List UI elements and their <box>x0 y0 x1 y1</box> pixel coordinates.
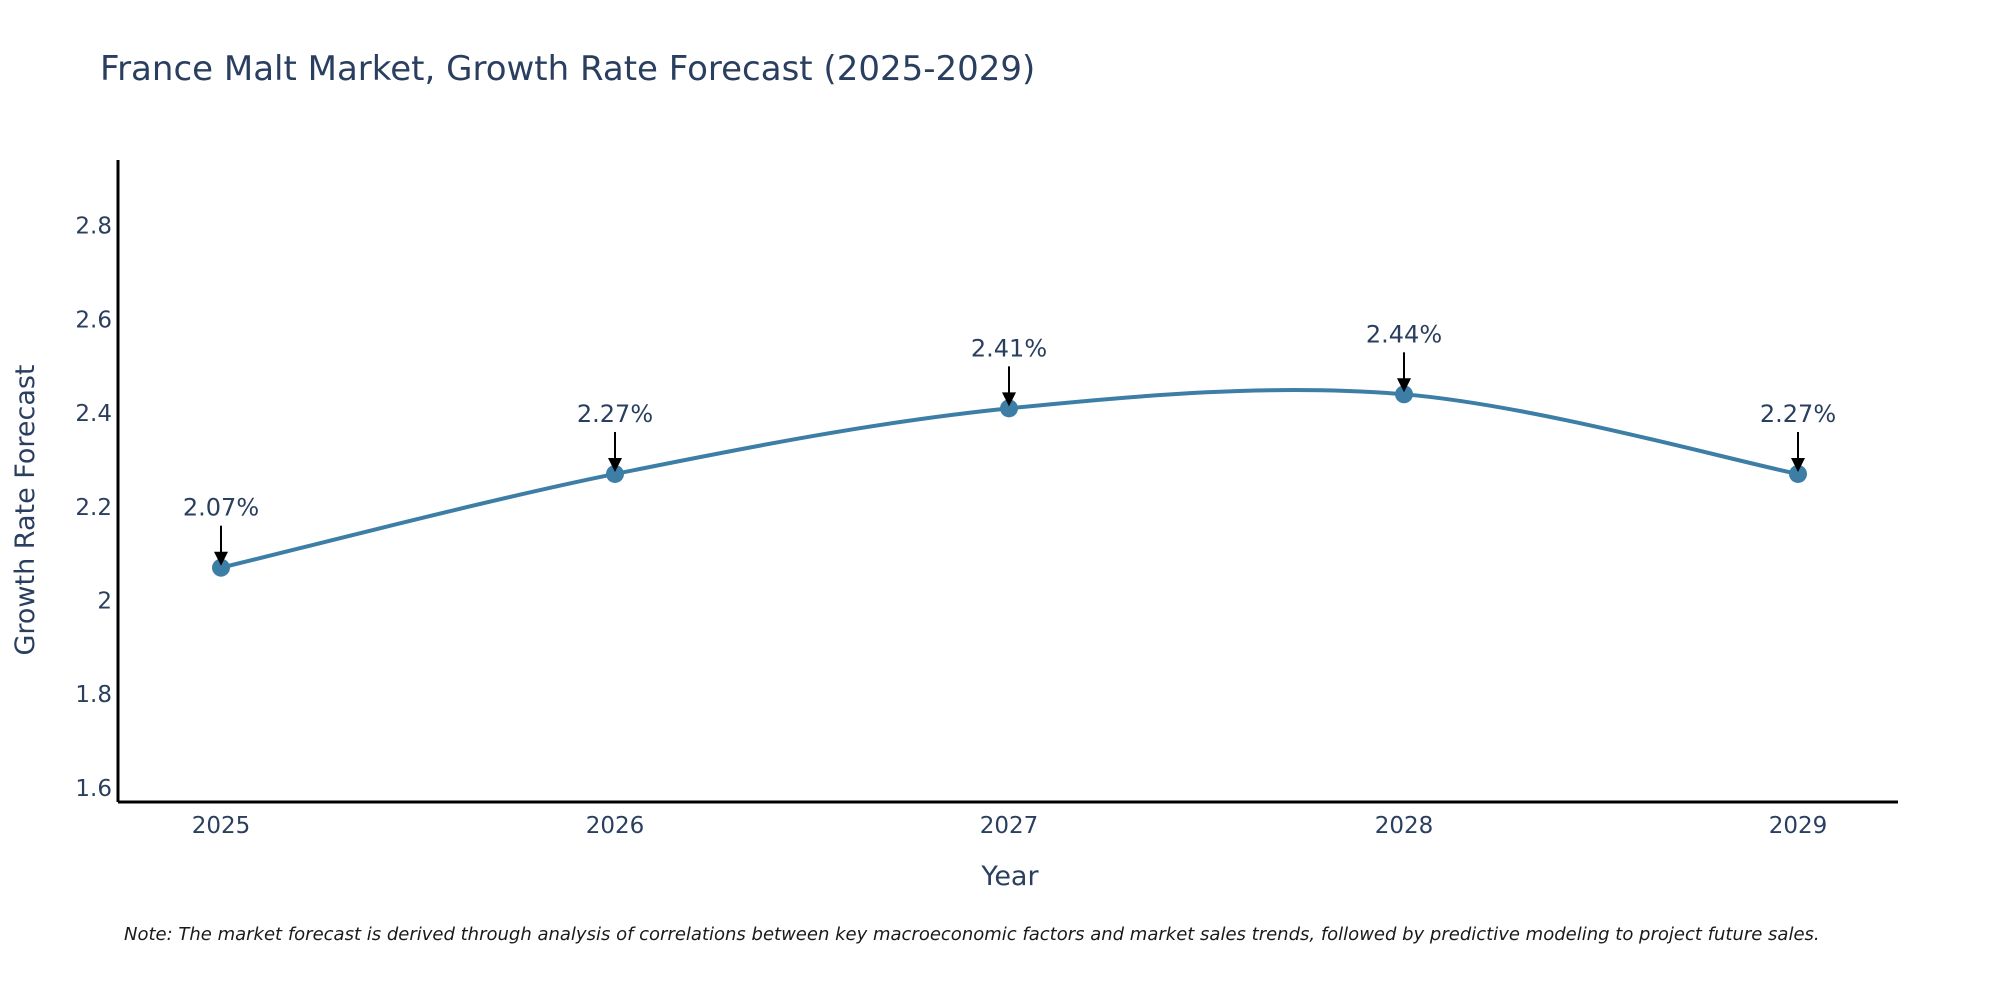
x-tick-label: 2028 <box>1375 813 1434 839</box>
chart-title: France Malt Market, Growth Rate Forecast… <box>100 49 1035 89</box>
y-tick-label: 2.2 <box>75 495 112 521</box>
x-axis-ticks: 2025 2026 2027 2028 2029 <box>192 813 1828 839</box>
x-axis-title: Year <box>980 861 1039 892</box>
y-axis-ticks: 1.6 1.8 2 2.2 2.4 2.6 2.8 <box>75 214 112 802</box>
data-point <box>1789 464 1807 483</box>
y-tick-label: 1.8 <box>75 682 112 708</box>
series-markers <box>212 385 1807 577</box>
y-tick-label: 2.4 <box>75 401 112 427</box>
annotation-arrow-head <box>1397 378 1411 393</box>
y-tick-label: 1.6 <box>75 776 112 802</box>
footnote: Note: The market forecast is derived thr… <box>124 924 1820 945</box>
data-point <box>1000 399 1018 418</box>
annotation-arrow-head <box>1002 392 1016 407</box>
annotation-arrow-head <box>1791 457 1805 472</box>
x-tick-label: 2026 <box>586 813 645 839</box>
x-tick-label: 2029 <box>1769 813 1828 839</box>
annotation-arrow-head <box>608 457 622 472</box>
y-tick-label: 2 <box>97 588 112 614</box>
data-label: 2.27% <box>577 400 653 428</box>
data-label: 2.27% <box>1760 400 1836 428</box>
y-tick-label: 2.6 <box>75 307 112 333</box>
data-point <box>606 464 624 483</box>
x-tick-label: 2025 <box>192 813 251 839</box>
annotation-arrow-head <box>214 551 228 566</box>
data-point <box>212 558 230 577</box>
data-label: 2.44% <box>1366 320 1442 348</box>
data-label: 2.41% <box>971 334 1047 362</box>
x-tick-label: 2027 <box>980 813 1039 839</box>
data-annotations: 2.07% 2.27% 2.41% 2.44% 2.27% <box>183 320 1836 566</box>
data-point <box>1395 385 1413 404</box>
y-tick-label: 2.8 <box>75 214 112 240</box>
y-axis-title: Growth Rate Forecast <box>10 364 41 655</box>
data-label: 2.07% <box>183 494 259 522</box>
